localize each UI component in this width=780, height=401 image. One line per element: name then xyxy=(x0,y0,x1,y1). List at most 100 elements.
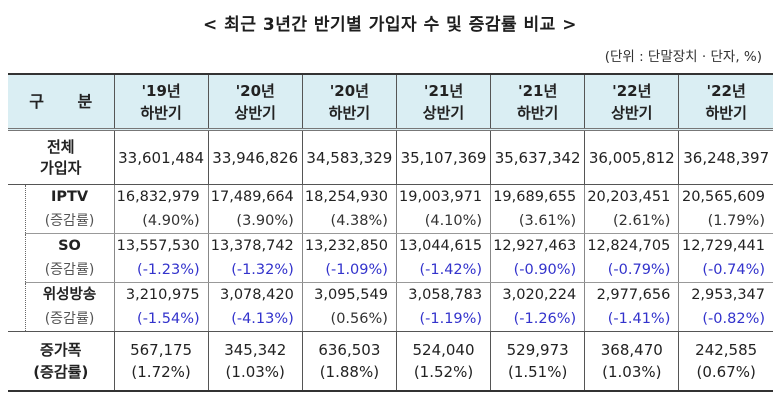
period-year: '20년 xyxy=(329,81,369,100)
header-label: 구 분 xyxy=(8,73,115,131)
table-title: < 최근 3년간 반기별 가입자 수 및 증감률 비교 > xyxy=(203,15,577,35)
total-value: 35,107,369 xyxy=(395,129,491,185)
segment-rate: (-1.19%) xyxy=(419,311,483,327)
increase-label: 증가폭 (증감률) xyxy=(8,331,115,392)
segment-rate: (-1.09%) xyxy=(325,262,388,278)
segment-cell: 18,254,930 (4.38%) xyxy=(301,184,397,234)
segment-rate: (4.10%) xyxy=(424,213,483,229)
segment-value: 2,977,656 xyxy=(596,287,671,303)
segment-cell: 2,977,656 (-1.41%) xyxy=(584,282,679,332)
segment-value: 13,557,530 xyxy=(116,238,200,254)
segment-label: SO (증감률) xyxy=(24,233,115,283)
period-year: '20년 xyxy=(235,81,275,100)
segment-cell: 19,689,655 (3.61%) xyxy=(490,184,585,234)
increase-rate: (1.03%) xyxy=(602,363,662,381)
total-row: 전체 가입자 33,601,484 33,946,826 34,583,329 3… xyxy=(8,129,773,185)
segment-label: IPTV (증감률) xyxy=(24,184,115,234)
increase-value: 529,973 xyxy=(506,341,569,359)
header-period: '20년 하반기 xyxy=(301,73,397,131)
increase-cell: 529,973 (1.51%) xyxy=(490,331,585,392)
increase-rate: (1.52%) xyxy=(413,363,474,381)
rate-label: (증감률) xyxy=(44,213,95,229)
segment-row-satellite: 위성방송 (증감률) 3,210,975 (-1.54%) 3,078,420 (-4… xyxy=(8,282,773,332)
increase-value: 524,040 xyxy=(412,341,475,359)
segment-value: 3,058,783 xyxy=(408,287,483,303)
segment-value: 19,003,971 xyxy=(399,189,483,205)
segment-row-iptv: IPTV (증감률) 16,832,979 (4.90%) 17,489,664 (3… xyxy=(8,184,773,332)
segment-rate: (-1.23%) xyxy=(137,262,200,278)
segment-cell: 3,210,975 (-1.54%) xyxy=(113,282,209,332)
segment-value: 12,824,705 xyxy=(587,238,671,254)
segment-cell: 12,927,463 (-0.90%) xyxy=(490,233,585,283)
segment-value: 16,832,979 xyxy=(116,189,200,205)
segment-rate: (-1.32%) xyxy=(231,262,294,278)
total-label-line1: 전체 xyxy=(46,137,75,156)
increase-cell: 345,342 (1.03%) xyxy=(207,331,303,392)
segment-cell: 20,565,609 (1.79%) xyxy=(678,184,773,234)
segment-cell: 12,729,441 (-0.74%) xyxy=(678,233,773,283)
increase-value: 242,585 xyxy=(695,341,758,359)
segment-rate: (-4.13%) xyxy=(231,311,294,327)
segment-rate: (1.79%) xyxy=(707,213,765,229)
segment-value: 12,729,441 xyxy=(681,238,765,254)
header-row: 구 분 '19년 하반기 '20년 상반기 '20년 하반기 '21년 상반기 '21년… xyxy=(8,73,773,131)
increase-rate: (1.72%) xyxy=(131,363,191,381)
segment-value: 19,689,655 xyxy=(493,189,577,205)
segment-indent xyxy=(8,184,25,332)
segment-value: 12,927,463 xyxy=(493,238,577,254)
total-label: 전체 가입자 xyxy=(8,129,115,185)
period-half: 하반기 xyxy=(705,103,747,122)
segment-rate: (-1.54%) xyxy=(137,311,200,327)
subscriber-table: 구 분 '19년 하반기 '20년 상반기 '20년 하반기 '21년 상반기 '21년… xyxy=(8,73,773,392)
increase-rate: (1.88%) xyxy=(319,363,380,381)
segment-rate: (0.56%) xyxy=(330,311,388,327)
increase-value: 567,175 xyxy=(130,341,193,359)
increase-cell: 242,585 (0.67%) xyxy=(678,331,773,392)
segment-rate: (-1.42%) xyxy=(419,262,483,278)
segment-cell: 12,824,705 (-0.79%) xyxy=(584,233,679,283)
segment-cell: 13,557,530 (-1.23%) xyxy=(113,233,209,283)
period-half: 하반기 xyxy=(516,103,559,122)
increase-value: 345,342 xyxy=(224,341,287,359)
increase-row: 증가폭 (증감률) 567,175 (1.72%) 345,342 (1.03%) 6… xyxy=(8,331,773,392)
segment-rate: (3.61%) xyxy=(518,213,577,229)
segment-label: 위성방송 (증감률) xyxy=(24,282,115,332)
segment-cell: 3,095,549 (0.56%) xyxy=(301,282,397,332)
segment-value: 3,095,549 xyxy=(314,287,388,303)
segment-rate: (4.90%) xyxy=(142,213,200,229)
header-period: '22년 하반기 xyxy=(678,73,773,131)
total-value: 33,601,484 xyxy=(113,129,209,185)
segment-value: 3,078,420 xyxy=(220,287,294,303)
header-period: '19년 하반기 xyxy=(113,73,209,131)
period-half: 하반기 xyxy=(140,103,182,122)
segment-cell: 20,203,451 (2.61%) xyxy=(584,184,679,234)
segment-cell: 2,953,347 (-0.82%) xyxy=(678,282,773,332)
segment-cell: 13,378,742 (-1.32%) xyxy=(207,233,303,283)
period-half: 상반기 xyxy=(234,103,276,122)
segment-value: 3,210,975 xyxy=(125,287,200,303)
segment-rate: (-0.90%) xyxy=(513,262,577,278)
increase-rate: (0.67%) xyxy=(696,363,756,381)
segment-rate: (-0.79%) xyxy=(607,262,671,278)
total-value: 36,005,812 xyxy=(584,129,679,185)
segment-value: 13,232,850 xyxy=(304,238,388,254)
increase-rate: (1.03%) xyxy=(225,363,285,381)
header-period: '22년 상반기 xyxy=(584,73,679,131)
segment-name: 위성방송 xyxy=(42,287,97,303)
rate-label: (증감률) xyxy=(44,311,95,327)
increase-cell: 524,040 (1.52%) xyxy=(395,331,491,392)
increase-cell: 368,470 (1.03%) xyxy=(584,331,679,392)
segment-cell: 13,232,850 (-1.09%) xyxy=(301,233,397,283)
unit-note: (단위 : 단말장치 · 단자, %) xyxy=(604,49,762,65)
segment-rate: (4.38%) xyxy=(330,213,388,229)
segment-value: 13,378,742 xyxy=(210,238,294,254)
period-half: 상반기 xyxy=(611,103,653,122)
segment-cell: 19,003,971 (4.10%) xyxy=(395,184,491,234)
period-year: '21년 xyxy=(518,81,558,100)
segment-value: 13,044,615 xyxy=(399,238,483,254)
increase-value: 368,470 xyxy=(600,341,663,359)
increase-value: 636,503 xyxy=(318,341,381,359)
increase-label-line2: (증감률) xyxy=(33,363,89,381)
segment-name: SO xyxy=(58,238,81,254)
